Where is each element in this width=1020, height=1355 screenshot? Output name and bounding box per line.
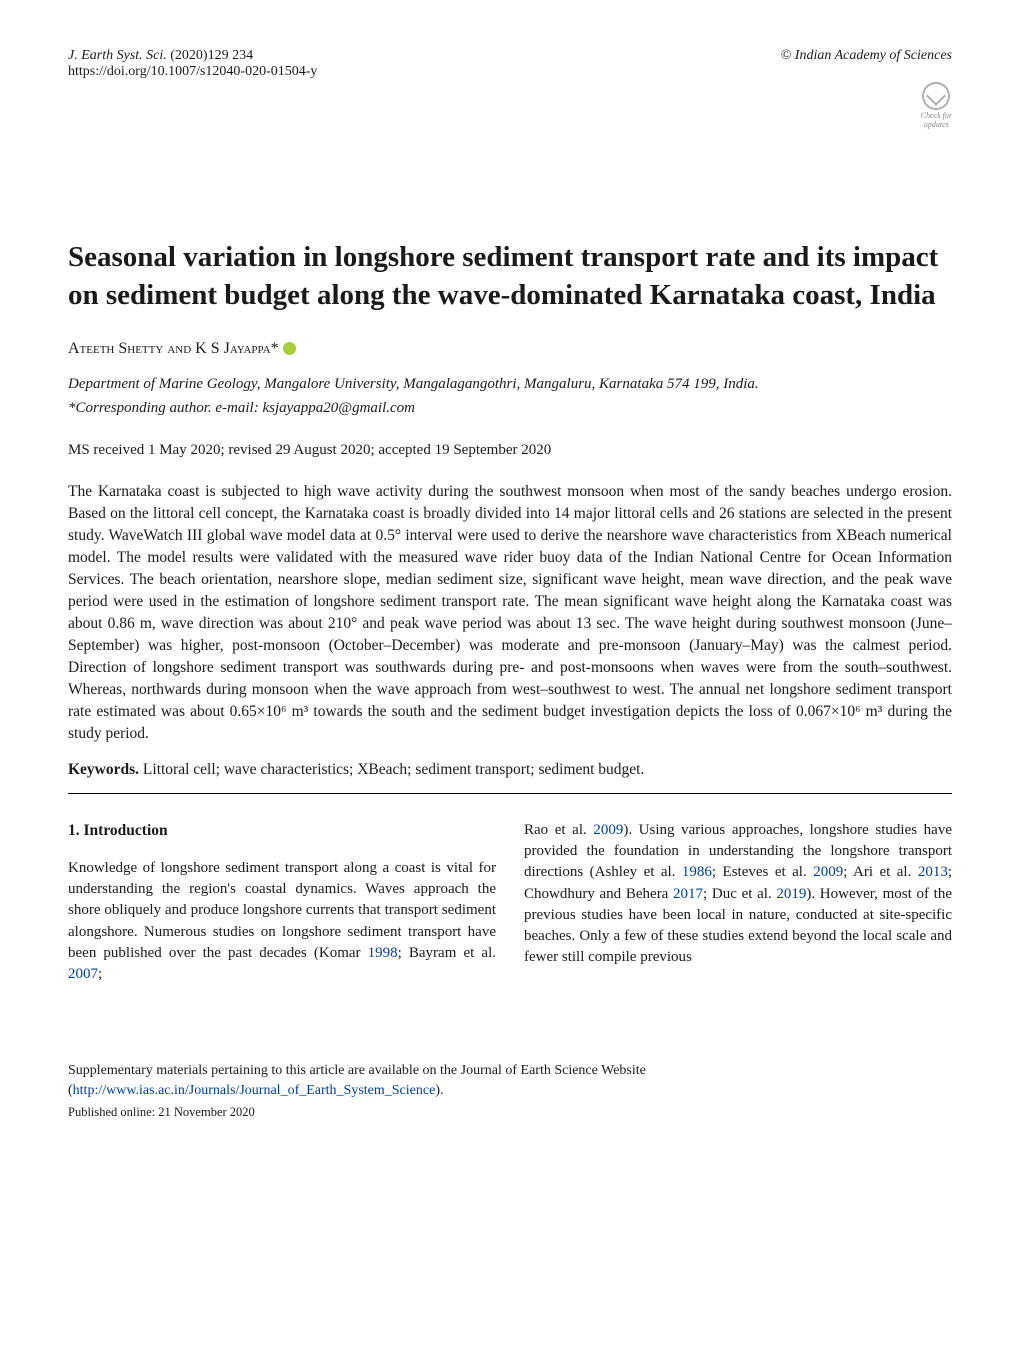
citation-bayram-2007[interactable]: 2007 [68,966,98,982]
crossmark-text1: Check for [921,111,952,120]
citation-ari-2013[interactable]: 2013 [918,864,948,880]
citation-komar-1998[interactable]: 1998 [368,945,398,961]
issue-info: (2020)129 234 [170,48,253,63]
text-fragment: ; Bayram et al. [398,945,496,961]
published-date: Published online: 21 November 2020 [68,1105,952,1120]
footer-text-b: ). [435,1083,443,1098]
keywords: Keywords. Littoral cell; wave characteri… [68,759,952,781]
manuscript-dates: MS received 1 May 2020; revised 29 Augus… [68,442,952,459]
abstract: The Karnataka coast is subjected to high… [68,481,952,745]
citation-duc-2019[interactable]: 2019 [776,886,806,902]
keywords-label: Keywords. [68,761,139,778]
section-divider [68,793,952,794]
crossmark-icon [922,82,950,110]
intro-paragraph-left: Knowledge of longshore sediment transpor… [68,858,496,986]
body-columns: 1. Introduction Knowledge of longshore s… [68,820,952,986]
authors-line: Ateeth Shetty and K S Jayappa* [68,340,952,358]
journal-name: J. Earth Syst. Sci. [68,48,167,63]
citation-rao-2009[interactable]: 2009 [593,822,623,838]
citation-ashley-1986[interactable]: 1986 [682,864,712,880]
right-column: Rao et al. 2009). Using various approach… [524,820,952,986]
crossmark-text2: updates [924,120,949,129]
orcid-icon[interactable] [283,342,296,355]
text-fragment: ; Duc et al. [703,886,776,902]
text-fragment: ; Esteves et al. [712,864,813,880]
page-header: J. Earth Syst. Sci. (2020)129 234 https:… [68,48,952,130]
doi-link[interactable]: https://doi.org/10.1007/s12040-020-01504… [68,64,317,79]
citation-chowdhury-2017[interactable]: 2017 [673,886,703,902]
supplementary-note: Supplementary materials pertaining to th… [68,1061,952,1100]
supplementary-link[interactable]: http://www.ias.ac.in/Journals/Journal_of… [73,1083,436,1098]
corresponding-author: *Corresponding author. e-mail: ksjayappa… [68,398,952,420]
text-fragment: Rao et al. [524,822,593,838]
intro-paragraph-right: Rao et al. 2009). Using various approach… [524,820,952,969]
publisher: © Indian Academy of Sciences [781,48,952,64]
text-fragment: ; Ari et al. [843,864,918,880]
header-left: J. Earth Syst. Sci. (2020)129 234 https:… [68,48,317,80]
left-column: 1. Introduction Knowledge of longshore s… [68,820,496,986]
article-title: Seasonal variation in longshore sediment… [68,238,952,315]
header-right: © Indian Academy of Sciences Check for u… [781,48,952,130]
citation-esteves-2009[interactable]: 2009 [813,864,843,880]
affiliation: Department of Marine Geology, Mangalore … [68,374,952,396]
authors-names: Ateeth Shetty and K S Jayappa* [68,340,279,357]
keywords-text: Littoral cell; wave characteristics; XBe… [139,761,644,778]
section-1-heading: 1. Introduction [68,820,496,842]
text-fragment: ; [98,966,102,982]
crossmark-badge[interactable]: Check for updates [921,82,952,130]
